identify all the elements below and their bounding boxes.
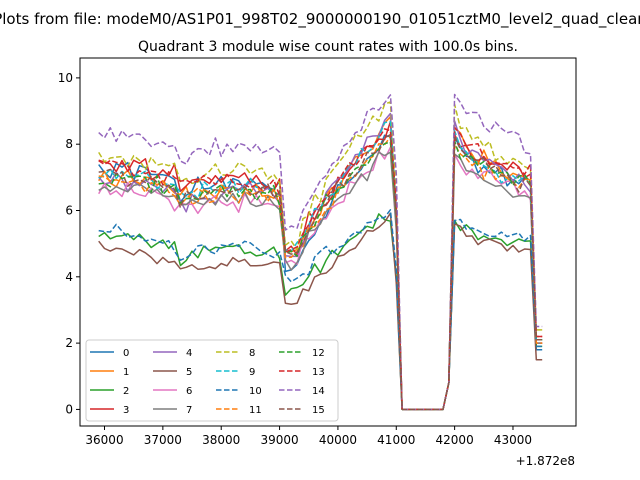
series-line-12 (98, 140, 543, 411)
legend-label-3: 3 (123, 405, 129, 416)
x-tick-label: 40000 (319, 433, 357, 447)
series-layer (98, 93, 543, 411)
y-tick-label: 10 (58, 71, 73, 85)
legend-label-6: 6 (186, 386, 192, 397)
x-tick-label: 37000 (144, 433, 182, 447)
x-tick-label: 36000 (85, 433, 123, 447)
legend-label-1: 1 (123, 367, 129, 378)
y-tick-label: 0 (65, 402, 73, 416)
x-tick-label: 38000 (202, 433, 240, 447)
series-line-8 (98, 101, 543, 411)
x-axis: 36000 37000 38000 39000 40000 41000 42000 43000 (85, 426, 532, 447)
series-line-14 (98, 93, 543, 411)
y-tick-label: 6 (65, 204, 73, 218)
legend-label-11: 11 (249, 405, 262, 416)
legend-label-4: 4 (186, 348, 192, 359)
legend-label-10: 10 (249, 386, 262, 397)
series-line-11 (98, 135, 543, 411)
y-tick-label: 4 (65, 270, 73, 284)
y-tick-label: 8 (65, 137, 73, 151)
y-tick-label: 2 (65, 336, 73, 350)
series-line-7 (98, 151, 543, 411)
x-tick-label: 39000 (260, 433, 298, 447)
series-line-5 (98, 212, 543, 411)
chart-title: Quadrant 3 module wise count rates with … (138, 39, 518, 55)
x-tick-label: 42000 (436, 433, 474, 447)
y-axis: 0 2 4 6 8 10 (58, 71, 80, 416)
series-line-15 (98, 133, 543, 411)
legend-label-12: 12 (312, 348, 325, 359)
legend-label-0: 0 (123, 348, 129, 359)
legend-label-2: 2 (123, 386, 129, 397)
x-offset-label: +1.872e8 (516, 454, 575, 468)
series-line-2 (98, 213, 543, 411)
chart-suptitle: Plots from file: modeM0/AS1P01_998T02_90… (0, 10, 640, 29)
plot-frame (79, 57, 577, 427)
legend-label-14: 14 (312, 386, 325, 397)
legend-label-8: 8 (249, 348, 255, 359)
legend-label-9: 9 (249, 367, 255, 378)
legend-label-15: 15 (312, 405, 325, 416)
series-line-13 (98, 126, 543, 411)
x-tick-label: 43000 (494, 433, 532, 447)
series-line-10 (98, 209, 543, 411)
legend-label-7: 7 (186, 405, 192, 416)
legend-label-5: 5 (186, 367, 192, 378)
x-tick-label: 41000 (377, 433, 415, 447)
legend-box (85, 339, 339, 422)
legend-label-13: 13 (312, 367, 325, 378)
